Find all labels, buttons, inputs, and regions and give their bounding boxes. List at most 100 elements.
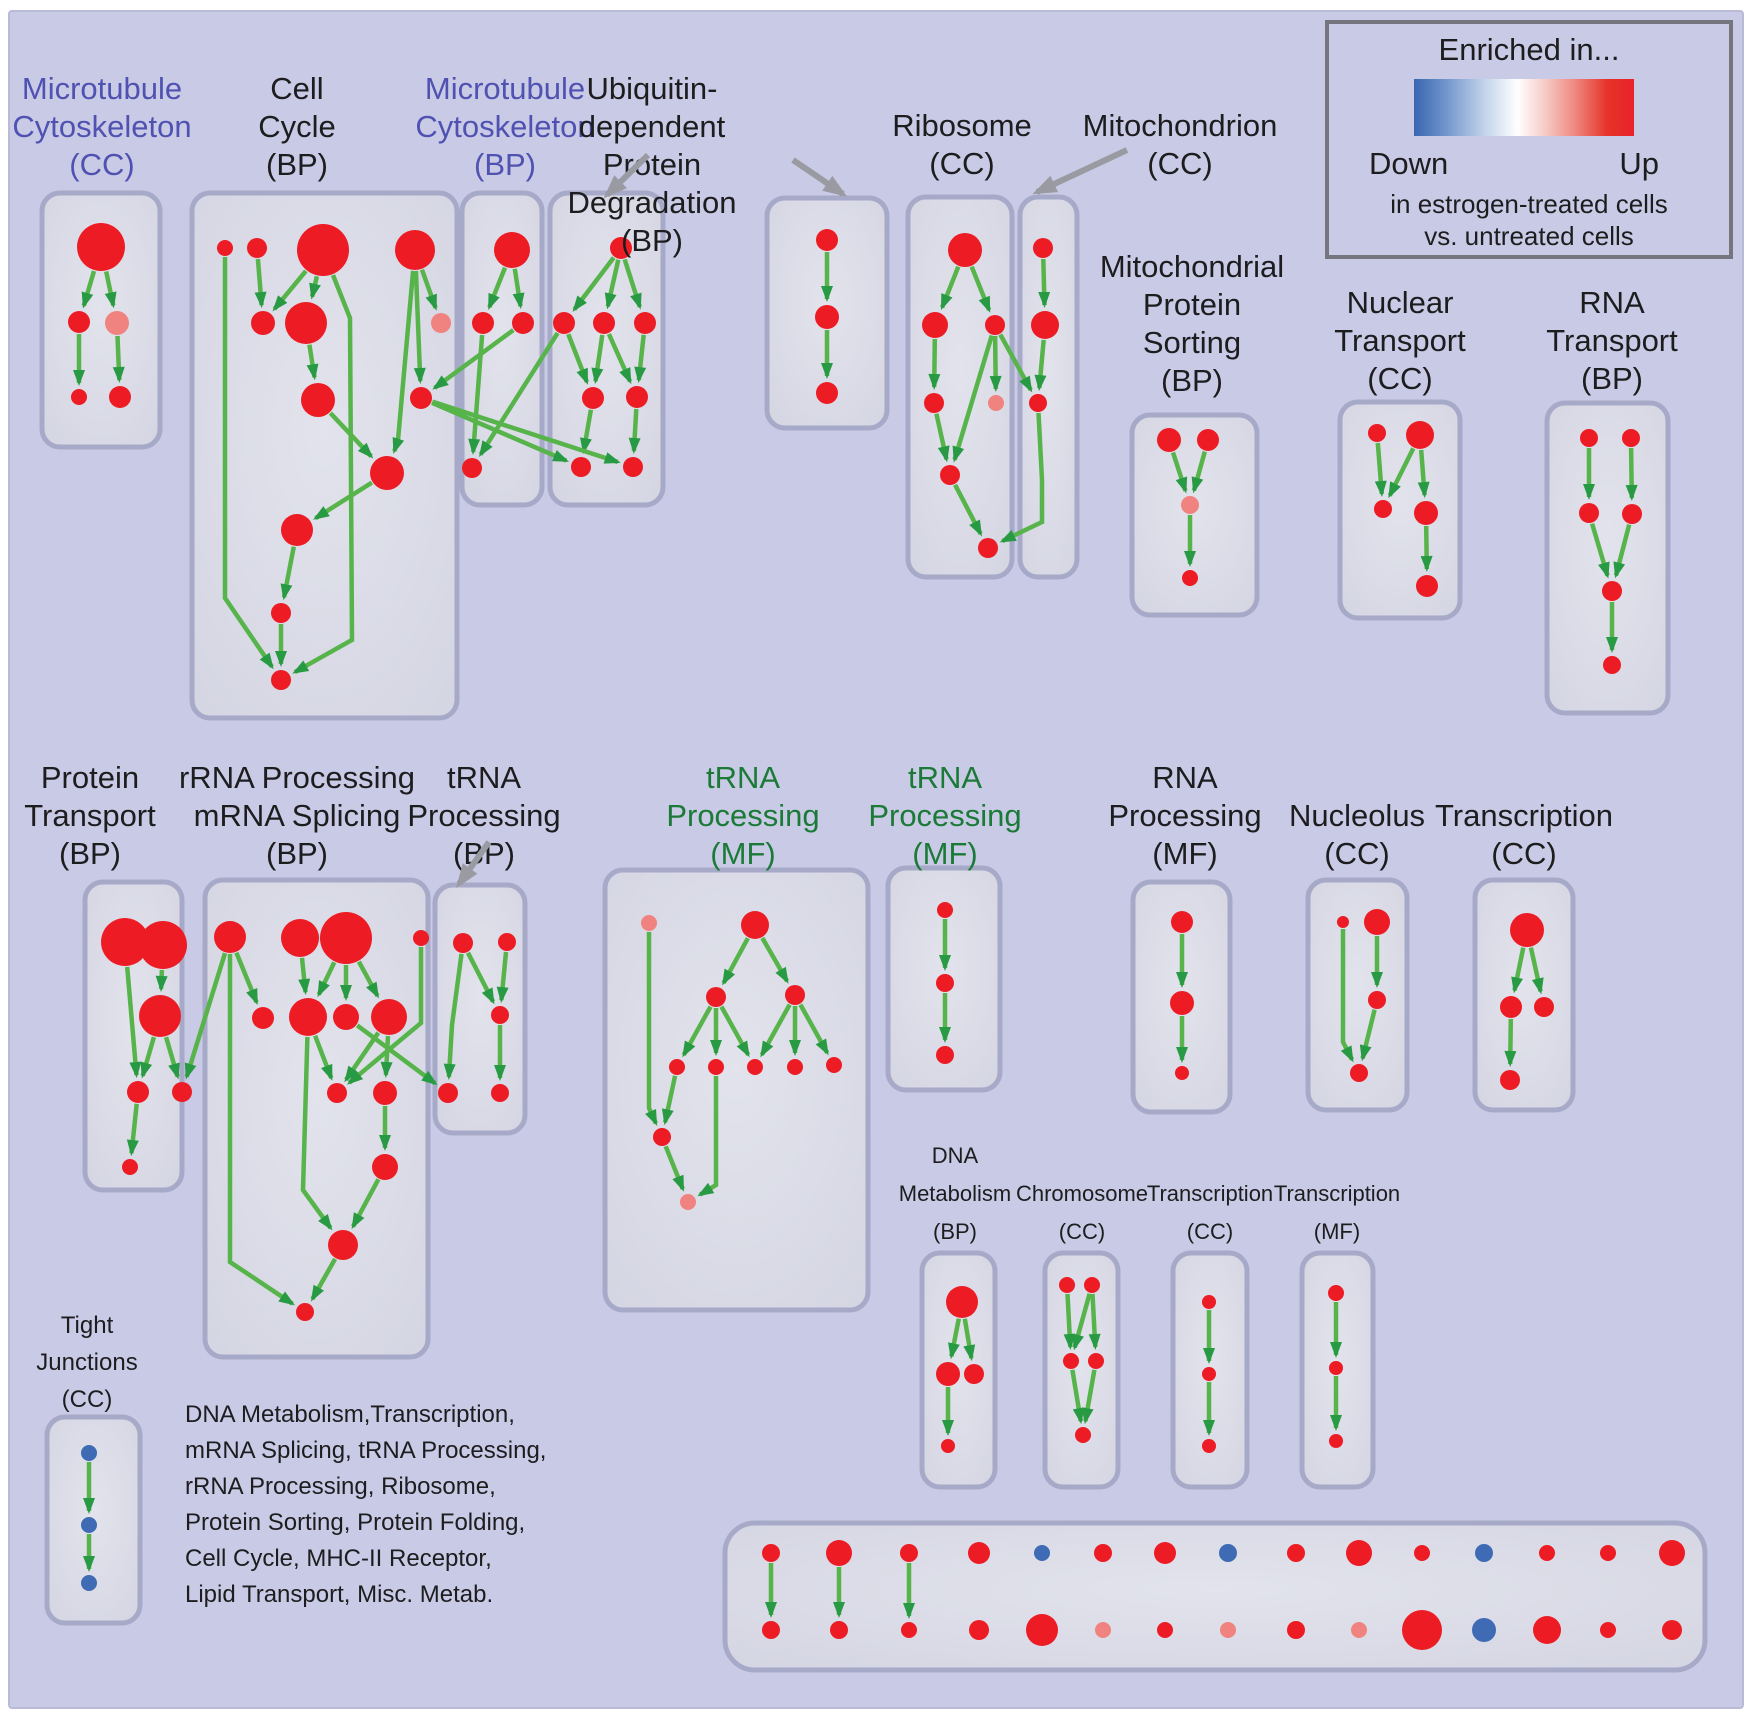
trna-bp-pointer	[456, 840, 492, 889]
mito-node-0	[1033, 238, 1053, 258]
band-bottom-node-8	[1287, 1621, 1305, 1639]
trna-mf2-node-0	[937, 902, 953, 918]
mt-cc-node-1	[68, 311, 90, 333]
cell-cycle-node-11	[271, 603, 291, 623]
ribosome-edge-0	[940, 265, 961, 311]
ubiq-edge-4	[591, 334, 605, 385]
prot-trans-edge-1	[155, 969, 168, 992]
band-bottom-node-5	[1095, 1622, 1111, 1638]
ribosome-edge-3	[989, 335, 1002, 392]
trna-mf1-edge-0	[721, 937, 750, 986]
ubiq2-node-1	[815, 305, 839, 329]
cell-cycle-node-5	[285, 302, 327, 344]
trna-bp-edge-0	[465, 951, 496, 1005]
prot-trans-node-1	[139, 921, 187, 969]
rrna-node-4	[252, 1007, 274, 1029]
cross-edge-cell-cycle-to-ubiq-2	[431, 400, 570, 463]
cell-cycle-node-9	[370, 456, 404, 490]
trna-mf2-node-1	[936, 974, 954, 992]
tight-junc-label-line-0: Tight	[61, 1312, 114, 1339]
trna-mf1-node-7	[787, 1059, 803, 1075]
trans-cc1-edge-1	[1528, 947, 1544, 995]
rnatrans-edge-3	[1613, 524, 1632, 579]
tight-junc-label-line-1: Junctions	[36, 1349, 137, 1376]
band-bottom-node-10	[1402, 1610, 1442, 1650]
rrna-label-line-2: (BP)	[266, 836, 328, 871]
band-top-node-14	[1659, 1540, 1685, 1566]
cross-edge-rrna-to-prot-trans-6	[184, 952, 228, 1080]
cluster-box-rnatrans	[1544, 400, 1671, 716]
trans-mf-node-2	[1329, 1434, 1343, 1448]
trna-mf1-edge-8	[645, 932, 658, 1127]
prot-trans-label-line-1: Transport	[24, 798, 156, 833]
chromosome-edge-0	[1063, 1293, 1076, 1350]
rna-mf-label-line-0: RNA	[1152, 760, 1218, 795]
nuctrans-edge-2	[1417, 449, 1430, 499]
band-bottom-node-6	[1157, 1622, 1173, 1638]
trna-mf1-node-1	[741, 911, 769, 939]
chromosome-node-3	[1088, 1353, 1104, 1369]
band-bottom-node-0	[762, 1621, 780, 1639]
prot-trans-edge-4	[126, 1103, 139, 1157]
cell-cycle-node-8	[410, 387, 432, 409]
chromosome-node-0	[1059, 1277, 1075, 1293]
rrna-edge-4	[356, 960, 380, 999]
mt-cc-edge-0	[81, 270, 97, 309]
cross-edge-cell-cycle-to-ubiq-3	[431, 399, 621, 465]
rnatrans-node-1	[1622, 429, 1640, 447]
ribosome-edge-2	[928, 338, 941, 390]
trna-mf1-edge-1	[760, 936, 790, 984]
prot-trans-node-0	[101, 918, 149, 966]
cell-cycle-node-3	[395, 230, 435, 270]
trna-mf1-edge-5	[759, 1003, 792, 1058]
trna-bp-node-4	[491, 1084, 509, 1102]
ribosome-label-line-1: (CC)	[929, 146, 994, 181]
band-top-node-5	[1094, 1544, 1112, 1562]
ribosome-node-5	[940, 465, 960, 485]
nucleolus-label-line-0: Nucleolus	[1289, 798, 1425, 833]
trans-cc1-node-1	[1500, 996, 1522, 1018]
ribosome-node-3	[924, 393, 944, 413]
trans-mf-label-line-1: (MF)	[1314, 1219, 1360, 1244]
ubiq2-node-2	[816, 382, 838, 404]
band-bottom-node-3	[969, 1620, 989, 1640]
nucleolus-label-line-1: (CC)	[1324, 836, 1389, 871]
rrna-node-11	[328, 1230, 358, 1260]
trna-mf1-edge-2	[681, 1005, 713, 1058]
rrna-edge-7	[380, 1035, 393, 1078]
rrna-node-2	[320, 912, 372, 964]
rna-mf-node-0	[1171, 911, 1193, 933]
trna-mf2-label-line-2: (MF)	[912, 836, 977, 871]
rrna-node-3	[413, 930, 429, 946]
mt-cc-label-line-0: Microtubule	[22, 71, 182, 106]
band-bottom-node-14	[1662, 1620, 1682, 1640]
dna-met-edge-0	[948, 1318, 962, 1360]
rrna-edge-5	[312, 1034, 334, 1081]
trna-bp-edge-1	[496, 951, 509, 1004]
rrna-edge-13	[227, 954, 295, 1306]
cluster-box-mt-bp	[459, 190, 545, 508]
prot-trans-edge-3	[163, 1036, 180, 1080]
trna-mf1-node-5	[708, 1059, 724, 1075]
cell-cycle-node-2	[297, 224, 349, 276]
cell-cycle-edge-9	[328, 411, 374, 459]
chromosome-node-1	[1084, 1277, 1100, 1293]
trna-mf1-node-9	[653, 1128, 671, 1146]
rnatrans-edge-1	[1625, 447, 1638, 501]
trna-mf1-node-0	[641, 915, 657, 931]
nuctrans-node-3	[1414, 501, 1438, 525]
trna-mf1-edge-4	[719, 1005, 751, 1058]
trans-cc1-label-line-0: Transcription	[1435, 798, 1613, 833]
ubiq-label-line-4: (BP)	[621, 223, 683, 258]
ribosome-edge-5	[934, 413, 950, 463]
rrna-edge-1	[298, 957, 311, 996]
rrna-node-5	[289, 998, 327, 1036]
cluster-box-trans-cc1	[1472, 877, 1576, 1113]
mt-cc-node-2	[105, 311, 129, 335]
mps-label-line-2: Sorting	[1143, 325, 1241, 360]
band-bottom-node-4	[1026, 1614, 1058, 1646]
ubiq-edge-1	[604, 259, 621, 310]
nuctrans-label-line-1: Transport	[1334, 323, 1466, 358]
prot-trans-node-2	[139, 995, 181, 1037]
